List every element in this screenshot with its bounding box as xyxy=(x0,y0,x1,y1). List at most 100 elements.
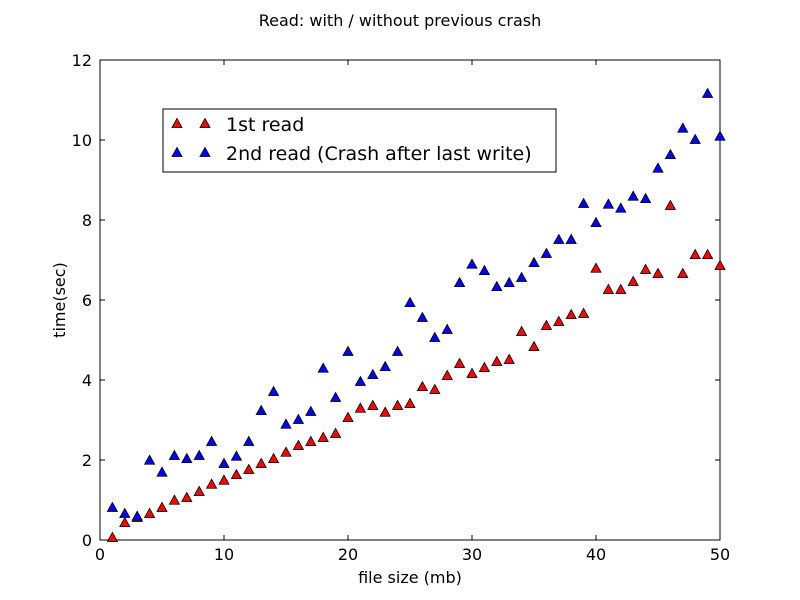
point-1st-read xyxy=(540,319,553,330)
point-1st-read xyxy=(404,397,416,408)
point-1st-read xyxy=(218,474,230,485)
point-1st-read xyxy=(429,383,441,394)
x-tick-label: 30 xyxy=(462,545,482,564)
point-1st-read xyxy=(689,248,701,260)
point-1st-read xyxy=(453,357,466,368)
point-1st-read xyxy=(181,491,193,502)
point-1st-read xyxy=(230,468,243,480)
point-2nd-read xyxy=(714,130,726,141)
point-2nd-read xyxy=(342,345,354,356)
legend-marker-1st-read xyxy=(171,117,183,128)
x-tick-label: 0 xyxy=(95,545,105,564)
y-tick-label: 0 xyxy=(82,531,92,550)
point-1st-read xyxy=(391,399,404,410)
point-1st-read xyxy=(528,340,540,352)
legend-markers xyxy=(171,117,211,157)
point-1st-read xyxy=(491,355,503,366)
x-tick-label: 10 xyxy=(214,545,234,564)
point-1st-read xyxy=(565,308,577,320)
point-2nd-read xyxy=(391,345,404,356)
point-2nd-read xyxy=(429,331,441,342)
point-2nd-read xyxy=(181,452,193,464)
point-2nd-read xyxy=(354,375,367,386)
point-2nd-read xyxy=(627,190,639,201)
point-2nd-read xyxy=(168,449,181,460)
point-2nd-read xyxy=(466,258,478,269)
point-2nd-read xyxy=(317,362,329,373)
point-2nd-read xyxy=(639,192,652,204)
point-1st-read xyxy=(577,307,590,318)
point-2nd-read xyxy=(491,280,503,292)
point-1st-read xyxy=(478,361,491,372)
point-2nd-read xyxy=(267,385,280,396)
point-2nd-read xyxy=(515,271,528,282)
x-tick-label: 50 xyxy=(710,545,730,564)
point-2nd-read xyxy=(528,256,540,268)
point-1st-read xyxy=(553,315,565,326)
y-tick-label: 10 xyxy=(72,131,92,150)
point-2nd-read xyxy=(243,435,255,446)
point-2nd-read xyxy=(106,501,119,512)
legend: 1st read 2nd read (Crash after last writ… xyxy=(162,108,557,173)
point-2nd-read xyxy=(143,454,156,465)
point-1st-read xyxy=(205,478,218,489)
axis-ticks: 0 10 20 30 40 50 0 2 4 6 8 10 12 xyxy=(72,51,731,564)
chart-title: Read: with / without previous crash xyxy=(259,11,542,30)
point-1st-read xyxy=(143,507,156,518)
point-2nd-read xyxy=(379,360,391,372)
point-2nd-read xyxy=(577,197,590,208)
point-2nd-read xyxy=(329,391,342,402)
point-1st-read xyxy=(714,259,726,270)
point-2nd-read xyxy=(453,276,466,288)
point-1st-read xyxy=(280,446,292,457)
point-1st-read xyxy=(305,435,317,446)
point-1st-read xyxy=(701,248,714,260)
legend-marker-2nd-read xyxy=(171,146,183,157)
point-2nd-read xyxy=(280,418,292,429)
point-2nd-read xyxy=(503,276,515,288)
point-1st-read xyxy=(652,267,664,278)
point-2nd-read xyxy=(205,435,218,446)
point-1st-read xyxy=(168,494,181,505)
point-1st-read xyxy=(627,275,639,286)
x-axis-label: file size (mb) xyxy=(358,568,462,587)
point-2nd-read xyxy=(441,323,453,334)
point-1st-read xyxy=(342,411,354,422)
point-2nd-read xyxy=(701,87,714,98)
plot-area: 0 10 20 30 40 50 0 2 4 6 8 10 12 xyxy=(72,51,731,564)
point-2nd-read xyxy=(119,507,131,518)
point-2nd-read xyxy=(156,466,168,477)
point-2nd-read xyxy=(367,368,379,380)
point-1st-read xyxy=(354,402,367,413)
point-1st-read xyxy=(466,367,478,378)
point-1st-read xyxy=(267,452,280,464)
point-2nd-read xyxy=(292,413,305,424)
point-2nd-read xyxy=(218,457,230,468)
point-1st-read xyxy=(515,325,528,336)
point-1st-read xyxy=(367,399,379,410)
data-markers xyxy=(106,87,726,542)
point-1st-read xyxy=(503,353,515,364)
point-2nd-read xyxy=(553,233,565,244)
legend-label-1st-read: 1st read xyxy=(226,114,304,136)
legend-box xyxy=(162,108,557,173)
point-1st-read xyxy=(639,263,652,274)
point-1st-read xyxy=(379,406,391,417)
y-axis-label: time(sec) xyxy=(50,262,69,338)
point-1st-read xyxy=(441,369,453,380)
point-2nd-read xyxy=(416,311,429,322)
point-2nd-read xyxy=(602,198,615,209)
point-2nd-read xyxy=(652,162,664,173)
point-1st-read xyxy=(106,531,119,542)
y-tick-label: 8 xyxy=(82,211,92,230)
point-1st-read xyxy=(602,283,615,294)
y-tick-label: 12 xyxy=(72,51,92,70)
point-2nd-read xyxy=(590,216,602,228)
point-2nd-read xyxy=(255,404,267,416)
point-2nd-read xyxy=(540,247,553,258)
point-1st-read xyxy=(329,427,342,438)
point-2nd-read xyxy=(677,122,689,133)
point-1st-read xyxy=(677,267,689,278)
point-1st-read xyxy=(119,516,131,528)
